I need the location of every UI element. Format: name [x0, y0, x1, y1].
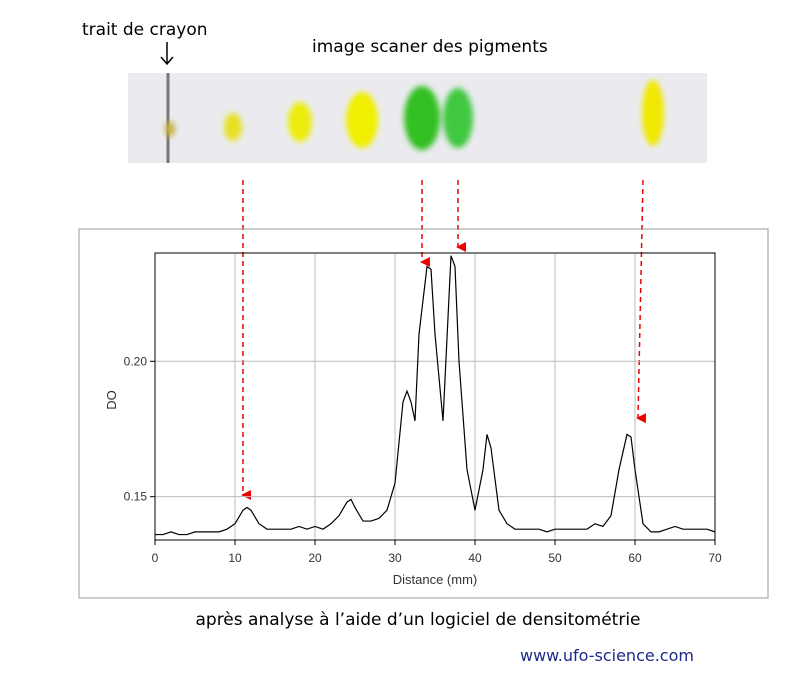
pigment-strip [128, 73, 707, 163]
x-tick-label: 10 [228, 551, 242, 565]
arrows [241, 179, 647, 500]
x-axis-label: Distance (mm) [393, 572, 478, 587]
x-tick-label: 60 [628, 551, 642, 565]
plot: 0 10 20 30 40 50 60 70 0.15 0.20 [124, 253, 722, 565]
x-tick-label: 0 [152, 551, 159, 565]
plot-border [154, 252, 716, 541]
y-tick-label: 0.20 [124, 354, 148, 368]
data-line [155, 255, 716, 536]
x-tick-label: 50 [548, 551, 562, 565]
x-tick-label: 30 [388, 551, 402, 565]
pencil-label: trait de crayon [82, 20, 208, 40]
y-axis-label: DO [104, 390, 119, 410]
x-tick-label: 20 [308, 551, 322, 565]
strip-title: image scaner des pigments [312, 37, 548, 57]
x-tick-label: 40 [468, 551, 482, 565]
caption: après analyse à l’aide d’un logiciel de … [195, 610, 640, 630]
x-tick-label: 70 [708, 551, 722, 565]
pencil-arrow [160, 42, 174, 66]
chart-frame [78, 228, 769, 599]
source: www.ufo-science.com [520, 646, 694, 665]
y-tick-label: 0.15 [124, 490, 148, 504]
